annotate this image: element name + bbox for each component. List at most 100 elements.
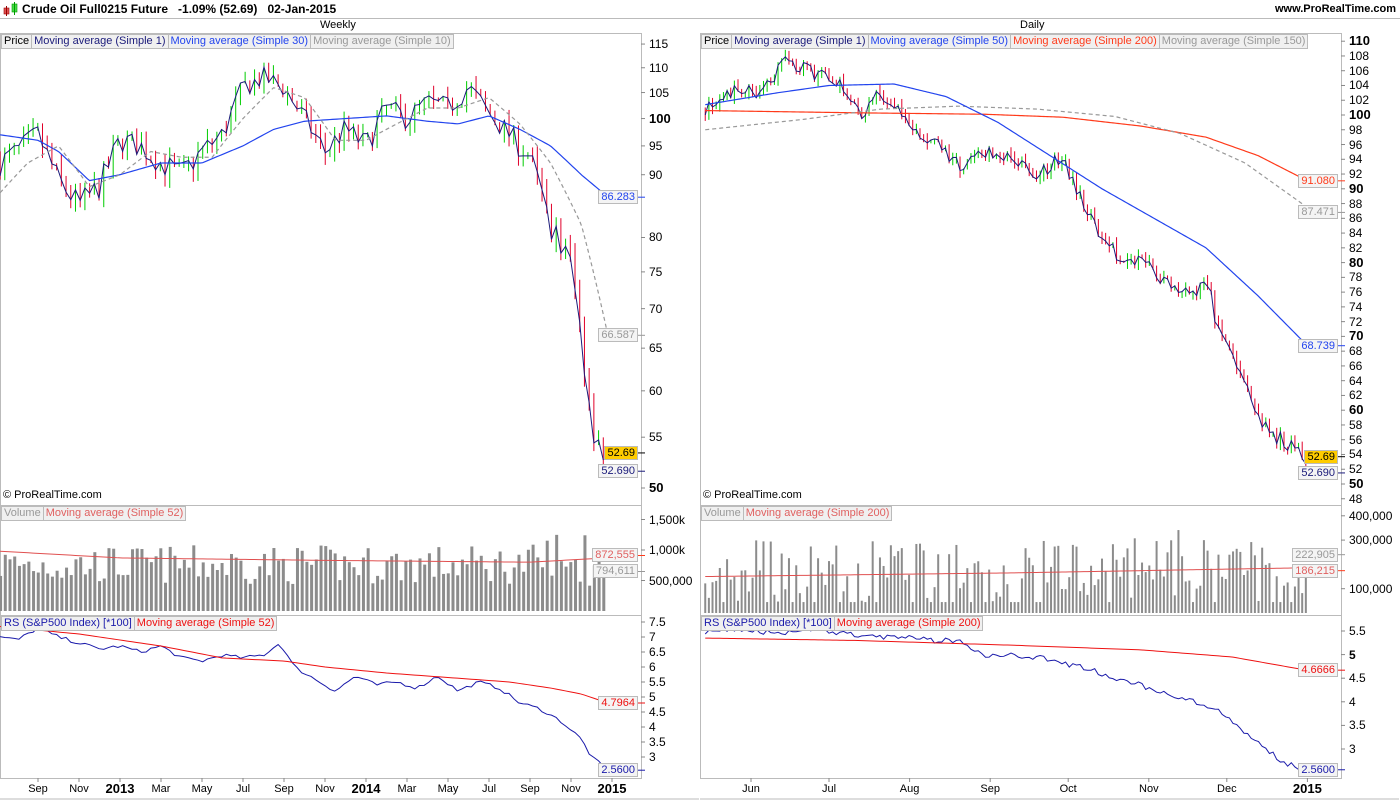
volume-bar [1293, 586, 1296, 613]
volume-bar [135, 548, 139, 611]
volume-bar [512, 567, 516, 611]
volume-bar [36, 572, 40, 611]
x-tick-label: May [437, 783, 459, 795]
legend-item[interactable]: Moving average (Simple 150) [1158, 34, 1309, 49]
volume-bar [991, 601, 994, 613]
volume-bar [1264, 564, 1267, 613]
volume-bar [475, 560, 479, 611]
volume-bar [1082, 582, 1085, 613]
volume-bar [1111, 544, 1114, 613]
volume-bar [1206, 550, 1209, 613]
y-tick-label: 76 [1349, 285, 1363, 300]
y-tick-label: 88 [1349, 196, 1363, 211]
volume-bar [1046, 582, 1049, 613]
legend-item[interactable]: RS (S&P500 Index) [*100] [1, 616, 135, 631]
y-tick-label: 56 [1349, 432, 1363, 447]
volume-bar [107, 548, 111, 611]
volume-bar [1097, 579, 1100, 613]
volume-bar [729, 579, 732, 613]
volume-bar [1010, 602, 1012, 613]
x-tick-label: Jul [821, 783, 837, 795]
volume-bar [1224, 578, 1227, 613]
volume-bar [1130, 597, 1133, 613]
volume-bar [704, 583, 707, 613]
volume-bar [541, 567, 545, 611]
volume-bar [173, 555, 177, 611]
rs-value-label: 4.7964 [598, 696, 638, 710]
volume-bar [328, 549, 332, 611]
volume-bar [456, 575, 460, 611]
legend-item[interactable]: Moving average (Simple 200) [833, 616, 984, 631]
volume-bar [215, 570, 219, 611]
volume-bar [460, 559, 464, 611]
legend-item[interactable]: Moving average (Simple 1) [731, 34, 869, 49]
legend-item[interactable]: RS (S&P500 Index) [*100] [701, 616, 835, 631]
legend-item[interactable]: Price [701, 34, 733, 49]
y-tick-label: 78 [1349, 270, 1363, 285]
legend-item[interactable]: Moving average (Simple 52) [133, 616, 278, 631]
quote-date: 02-Jan-2015 [267, 2, 337, 16]
volume-bar [597, 552, 601, 611]
volume-bar [1024, 548, 1027, 613]
legend-item[interactable]: Volume [1, 506, 44, 521]
volume-bar [1104, 571, 1107, 613]
rs-y-tick-label: 5 [649, 690, 656, 704]
volume-bar [1202, 540, 1205, 613]
ma1-close-line [0, 65, 604, 461]
volume-bar [937, 554, 940, 613]
volume-bar [46, 573, 50, 611]
y-tick-label: 60 [649, 383, 663, 398]
volume-bar [835, 545, 838, 613]
volume-bar [239, 560, 243, 611]
volume-bar [1268, 563, 1271, 613]
volume-bar [409, 559, 413, 611]
volume-ma-line [705, 567, 1306, 578]
volume-bar [314, 559, 318, 611]
legend-item[interactable]: Volume [701, 506, 744, 521]
rs-y-tick-label: 4 [1349, 694, 1356, 709]
rs-y-tick-label: 3 [1349, 742, 1356, 756]
volume-bar [324, 546, 328, 611]
y-tick-label: 100 [649, 110, 671, 126]
price-value-label: 52.690 [598, 464, 638, 479]
y-tick-label: 50 [649, 480, 664, 495]
volume-bar [1210, 568, 1213, 613]
y-tick-label: 66 [1349, 358, 1363, 373]
volume-bar [126, 574, 130, 611]
volume-bar [305, 561, 309, 611]
volume-bar [1228, 554, 1231, 613]
volume-bar [831, 564, 834, 613]
x-tick-label: Nov [1139, 783, 1159, 795]
volume-bar [1250, 542, 1253, 613]
legend-item[interactable]: Moving average (Simple 1) [31, 34, 169, 49]
y-tick-label: 58 [1349, 417, 1363, 432]
volume-bar [569, 562, 573, 611]
legend-item[interactable]: Price [1, 34, 33, 49]
legend-item[interactable]: Moving average (Simple 30) [167, 34, 312, 49]
volume-bar [545, 540, 549, 611]
volume-bar [536, 557, 540, 611]
volume-bar [1192, 602, 1194, 613]
volume-bar [394, 553, 398, 611]
legend-item[interactable]: Moving average (Simple 200) [742, 506, 893, 521]
x-tick-label: Sep [28, 783, 48, 795]
x-tick-label: Mar [151, 783, 171, 795]
volume-bar [955, 544, 958, 613]
volume-bar [915, 543, 918, 613]
volume-bar [1002, 565, 1005, 613]
volume-bar [333, 553, 337, 611]
volume-bar [744, 570, 747, 613]
volume-bar [1199, 585, 1202, 613]
volume-bar [479, 555, 483, 611]
legend-item[interactable]: Moving average (Simple 50) [867, 34, 1012, 49]
site-link[interactable]: www.ProRealTime.com [1274, 3, 1396, 15]
volume-bar [766, 602, 769, 613]
legend-item[interactable]: Moving average (Simple 200) [1010, 34, 1160, 49]
legend-item[interactable]: Moving average (Simple 52) [42, 506, 187, 521]
volume-bar [1195, 588, 1198, 613]
volume-value-label: 794,611 [593, 564, 638, 579]
volume-bar [423, 564, 427, 611]
volume-bar [13, 556, 17, 611]
legend-item[interactable]: Moving average (Simple 10) [310, 34, 454, 49]
